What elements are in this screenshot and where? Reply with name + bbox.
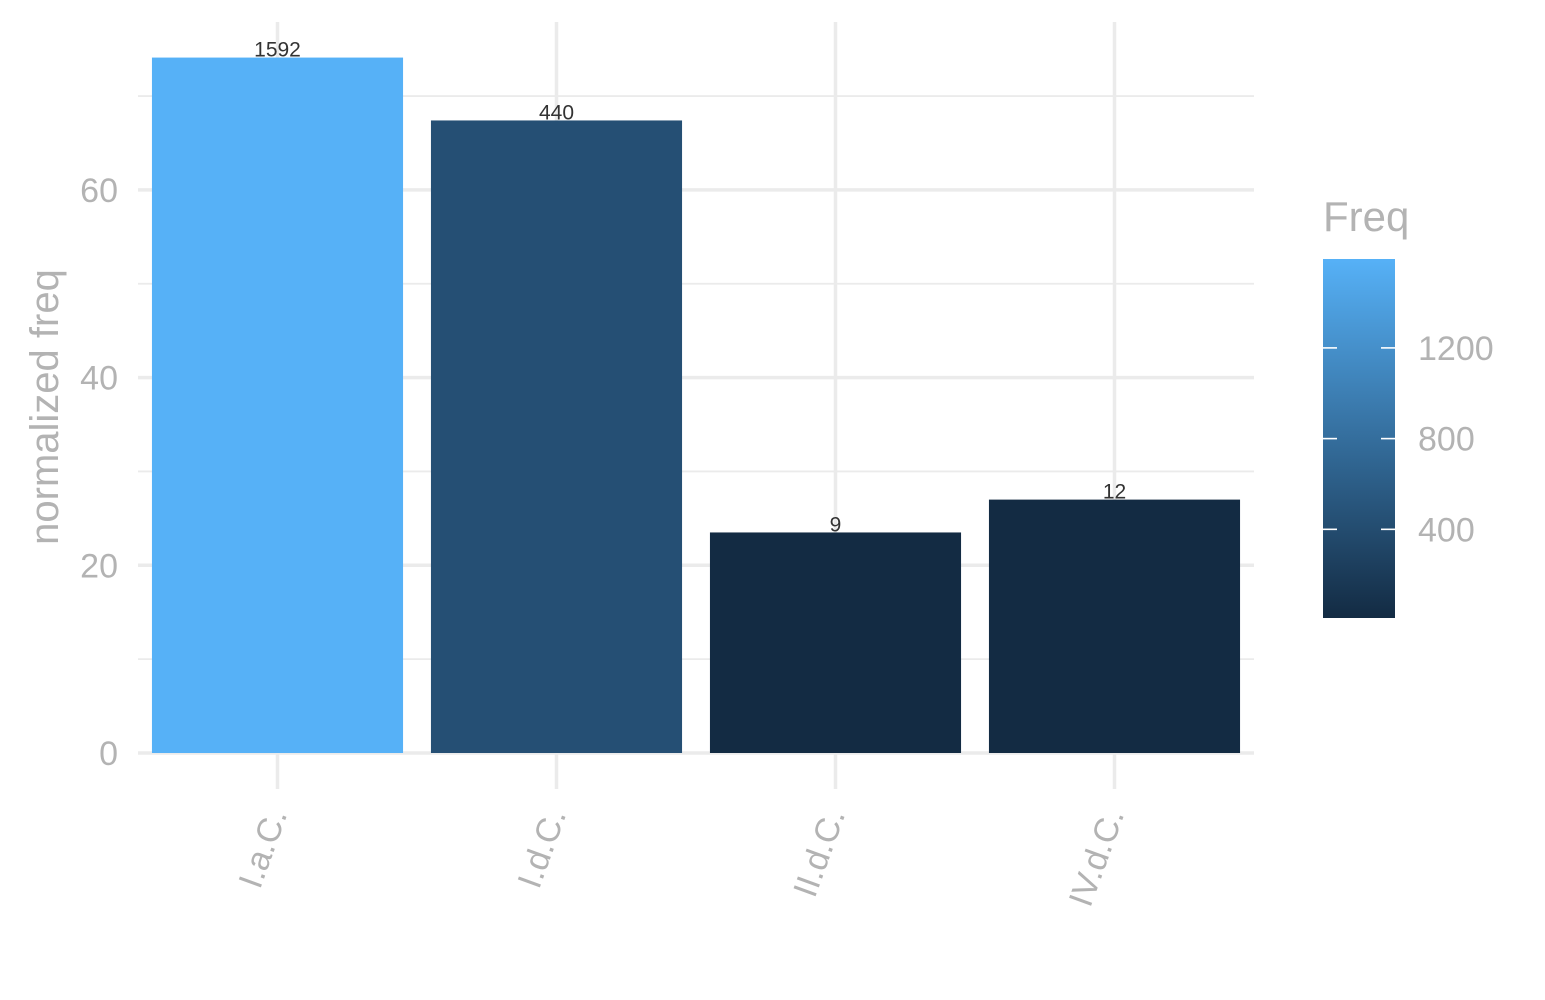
bar-labels: 1592 440 9 12	[254, 39, 1126, 537]
bar	[430, 120, 683, 754]
bar	[709, 532, 962, 753]
x-tick-label: I.a.C.	[232, 804, 295, 893]
legend-title: Freq	[1323, 193, 1409, 240]
legend: Freq 400 800 1200	[1323, 193, 1494, 618]
y-tick-label: 20	[80, 547, 118, 585]
legend-break-label: 400	[1418, 511, 1475, 549]
x-tick-label: II.d.C.	[786, 804, 853, 902]
y-tick-label: 0	[99, 735, 118, 773]
bars	[151, 57, 1241, 754]
bar-value-label: 9	[830, 513, 842, 536]
y-axis-ticks: 0 20 40 60	[80, 172, 118, 773]
bar-value-label: 1592	[254, 39, 301, 62]
legend-breaks: 400 800 1200	[1323, 330, 1494, 549]
bar-value-label: 440	[539, 101, 574, 124]
x-axis-ticks: I.a.C. I.d.C. II.d.C. IV.d.C.	[232, 804, 1132, 912]
legend-break-label: 800	[1418, 421, 1475, 459]
bar	[988, 499, 1241, 753]
y-tick-label: 40	[80, 360, 118, 398]
y-axis-title: normalized freq	[23, 269, 67, 545]
x-tick-label: I.d.C.	[511, 804, 574, 893]
x-tick-label: IV.d.C.	[1062, 804, 1132, 912]
bar-value-label: 12	[1103, 481, 1126, 504]
y-tick-label: 60	[80, 172, 118, 210]
bar	[151, 57, 404, 754]
legend-break-label: 1200	[1418, 330, 1494, 368]
